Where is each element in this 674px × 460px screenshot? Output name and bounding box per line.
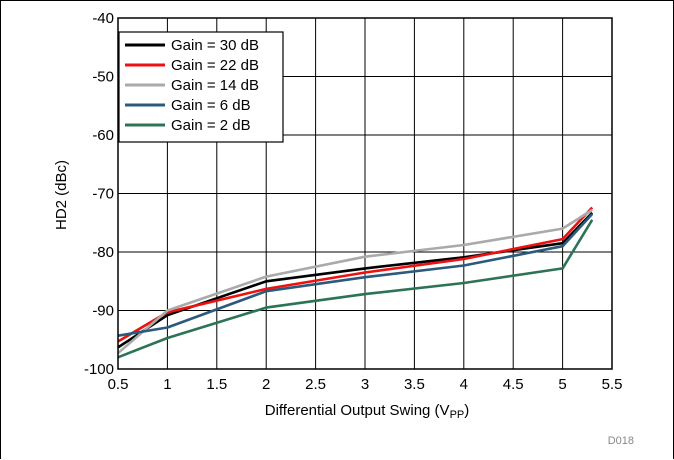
x-tick-label: 4 [460, 376, 468, 393]
y-tick-label: -80 [92, 244, 114, 261]
x-axis-label: Differential Output Swing (VPP) [265, 402, 470, 421]
figure-id-note: D018 [608, 435, 634, 447]
x-tick-labels: 0.5 1 1.5 2 2.5 3 3.5 4 4.5 5 5.5 [108, 376, 623, 393]
x-tick-label: 3 [361, 376, 369, 393]
legend-label: Gain = 6 dB [171, 97, 251, 114]
x-tick-label: 4.5 [503, 376, 524, 393]
x-tick-label: 0.5 [108, 376, 129, 393]
series-line-1 [117, 206, 594, 343]
legend-label: Gain = 30 dB [171, 37, 259, 54]
legend-label: Gain = 2 dB [171, 117, 251, 134]
series-line-2 [117, 208, 593, 355]
x-tick-label: 3.5 [404, 376, 425, 393]
x-axis-label-main: Differential Output Swing (V [265, 402, 450, 419]
y-tick-label: -40 [92, 10, 114, 27]
y-tick-label: -70 [92, 186, 114, 203]
y-tick-labels: -40 -50 -60 -70 -80 -90 -100 [84, 10, 114, 378]
series-line-3 [117, 213, 594, 337]
x-axis-label-subscript: PP [450, 409, 465, 421]
legend: Gain = 30 dB Gain = 22 dB Gain = 14 dB Gain… [118, 31, 284, 143]
data-series [117, 206, 594, 359]
x-tick-label: 2 [262, 376, 270, 393]
series-line-0 [117, 211, 594, 349]
x-tick-label: 5 [558, 376, 566, 393]
legend-label: Gain = 14 dB [171, 77, 259, 94]
legend-label: Gain = 22 dB [171, 57, 259, 74]
series-line-4 [117, 219, 594, 359]
y-tick-label: -90 [92, 303, 114, 320]
x-tick-label: 5.5 [602, 376, 623, 393]
y-tick-label: -50 [92, 69, 114, 86]
x-tick-label: 1.5 [206, 376, 227, 393]
y-tick-label: -100 [84, 361, 114, 378]
y-tick-label: -60 [92, 127, 114, 144]
y-axis-label: HD2 (dBc) [53, 160, 70, 230]
x-tick-label: 2.5 [305, 376, 326, 393]
x-tick-label: 1 [163, 376, 171, 393]
plot-border [117, 17, 613, 370]
x-axis-label-end: ) [464, 402, 469, 419]
